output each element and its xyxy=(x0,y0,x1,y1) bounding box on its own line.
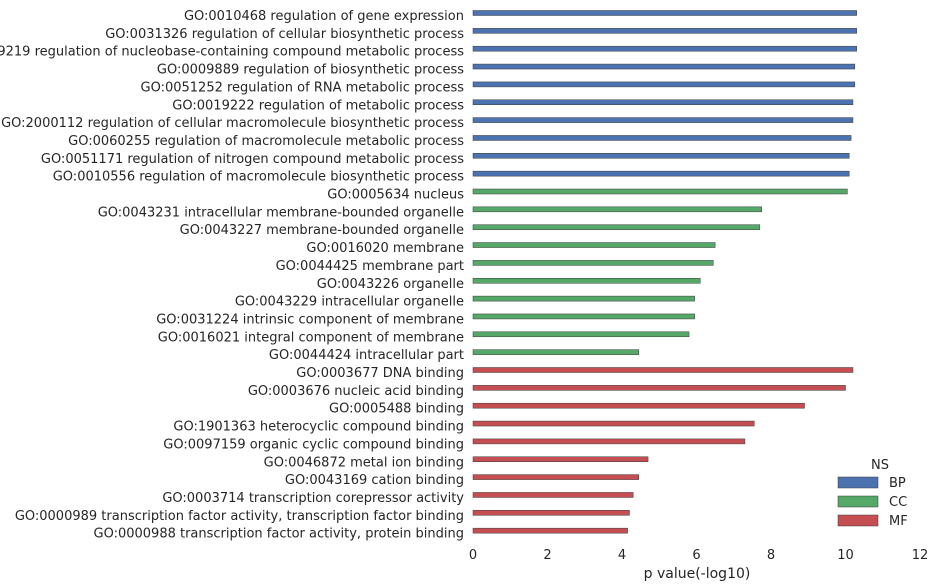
bar-mf xyxy=(472,492,634,498)
legend-label-bp: BP xyxy=(889,476,906,491)
category-label: GO:0005634 nucleus xyxy=(327,188,464,203)
bar-cc xyxy=(472,206,762,213)
category-label: GO:0009889 regulation of biosynthetic pr… xyxy=(157,63,464,78)
x-tick-label: 8 xyxy=(767,548,775,563)
bar-mf xyxy=(472,474,640,480)
category-label: GO:0043231 intracellular membrane-bounde… xyxy=(98,205,464,220)
bar-mf xyxy=(472,385,846,391)
x-axis-label: p value(-log10) xyxy=(644,566,751,582)
x-tick-label: 4 xyxy=(618,548,626,563)
legend-label-cc: CC xyxy=(889,495,907,510)
legend-swatch-cc xyxy=(837,495,879,508)
category-label: GO:0060255 regulation of macromolecule m… xyxy=(68,134,464,149)
category-label: GO:1901363 heterocyclic compound binding xyxy=(173,420,464,435)
bar-cc xyxy=(472,260,714,266)
category-label: GO:0003676 nucleic acid binding xyxy=(248,384,464,399)
category-label: GO:0044424 intracellular part xyxy=(269,348,464,363)
x-tick-label: 6 xyxy=(692,548,700,563)
bar-bp xyxy=(472,135,852,141)
category-label: GO:0010468 regulation of gene expression xyxy=(184,9,464,24)
category-label: GO:0046872 metal ion binding xyxy=(264,455,464,470)
bar-bp xyxy=(472,81,856,88)
bar-cc xyxy=(472,313,695,320)
category-label: GO:0019219 regulation of nucleobase-cont… xyxy=(0,45,464,60)
bar-cc xyxy=(472,349,640,355)
x-tick-label: 10 xyxy=(837,548,854,563)
bar-mf xyxy=(472,527,628,534)
bar-bp xyxy=(472,170,850,177)
category-label: GO:0000989 transcription factor activity… xyxy=(15,509,464,524)
bar-cc xyxy=(472,278,701,284)
category-label: GO:0051171 regulation of nitrogen compou… xyxy=(41,152,464,167)
category-label: GO:0010556 regulation of macromolecule b… xyxy=(53,170,464,185)
category-label: GO:2000112 regulation of cellular macrom… xyxy=(1,116,464,131)
bar-mf xyxy=(472,402,805,409)
bar-cc xyxy=(472,188,848,195)
category-label: GO:0005488 binding xyxy=(329,402,464,417)
bar-bp xyxy=(472,10,857,16)
category-label: GO:0031224 intrinsic component of membra… xyxy=(156,312,464,327)
bar-bp xyxy=(472,63,856,70)
bar-mf xyxy=(472,510,630,516)
bar-bp xyxy=(472,28,857,34)
bar-mf xyxy=(472,420,755,427)
category-label: GO:0043229 intracellular organelle xyxy=(235,295,464,310)
bar-bp xyxy=(472,99,854,105)
category-label: GO:0031326 regulation of cellular biosyn… xyxy=(105,27,464,42)
category-label: GO:0051252 regulation of RNA metabolic p… xyxy=(141,80,465,95)
category-label: GO:0044425 membrane part xyxy=(276,259,464,274)
bar-mf xyxy=(472,367,854,373)
bars xyxy=(472,10,857,534)
category-label: GO:0000988 transcription factor activity… xyxy=(94,527,465,542)
bar-cc xyxy=(472,224,761,230)
category-label: GO:0003714 transcription corepressor act… xyxy=(162,491,464,506)
bar-bp xyxy=(472,117,854,123)
x-tick-label: 0 xyxy=(469,548,477,563)
legend-title: NS xyxy=(871,458,889,473)
x-tick-label: 12 xyxy=(912,548,929,563)
legend-swatch-bp xyxy=(837,476,879,489)
category-labels: GO:0010468 regulation of gene expression… xyxy=(0,9,464,542)
category-label: GO:0019222 regulation of metabolic proce… xyxy=(172,98,464,113)
category-label: GO:0043227 membrane-bounded organelle xyxy=(180,223,464,238)
bar-mf xyxy=(472,456,649,462)
category-label: GO:0097159 organic cyclic compound bindi… xyxy=(163,437,464,452)
bar-mf xyxy=(472,438,746,445)
category-label: GO:0043226 organelle xyxy=(317,277,464,292)
bar-cc xyxy=(472,242,716,248)
category-label: GO:0043169 cation binding xyxy=(285,473,464,488)
legend: NS BP CC MF xyxy=(837,458,908,529)
x-tick-label: 2 xyxy=(543,548,551,563)
bar-cc xyxy=(472,331,690,338)
category-label: GO:0003677 DNA binding xyxy=(296,366,464,381)
legend-label-mf: MF xyxy=(889,514,908,529)
legend-swatch-mf xyxy=(837,514,879,527)
bar-bp xyxy=(472,153,850,159)
category-label: GO:0016020 membrane xyxy=(306,241,464,256)
category-label: GO:0016021 integral component of membran… xyxy=(158,330,464,345)
bar-cc xyxy=(472,295,695,302)
bar-bp xyxy=(472,45,857,52)
x-tick-labels: 0 2 4 6 8 10 12 xyxy=(469,548,928,563)
